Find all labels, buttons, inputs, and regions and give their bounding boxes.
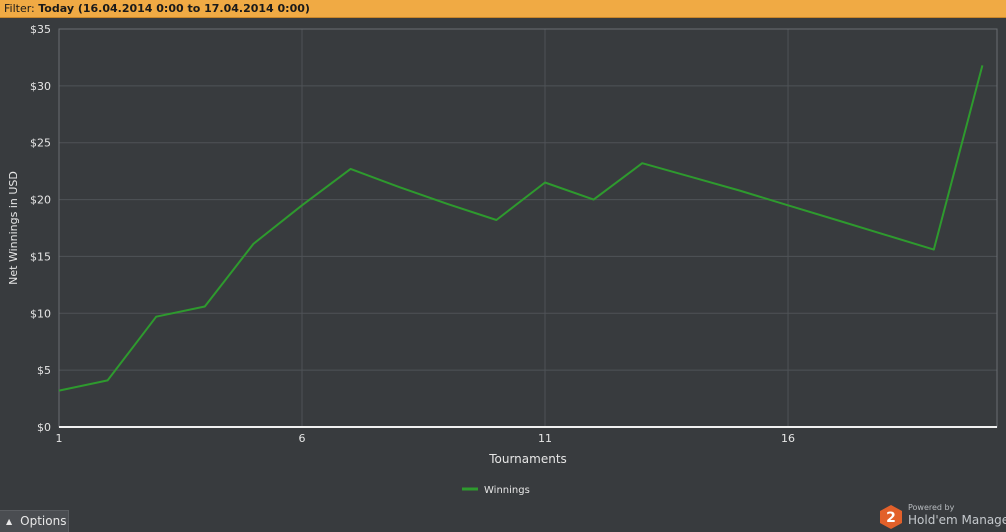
y-axis-ticks: $0 $5 $10 $15 $20 $25 $30 $35 — [30, 23, 51, 434]
legend-label: Winnings — [484, 485, 530, 496]
series-winnings-line — [58, 65, 984, 392]
y-tick-label: $10 — [30, 307, 51, 320]
filter-bar: Filter: Today (16.04.2014 0:00 to 17.04.… — [0, 0, 1006, 18]
legend[interactable]: Winnings — [462, 485, 530, 496]
plot-area — [58, 28, 998, 428]
x-axis-ticks: 1 6 11 16 — [56, 432, 796, 445]
x-tick-label: 11 — [538, 432, 552, 445]
y-tick-label: $25 — [30, 137, 51, 150]
y-tick-label: $20 — [30, 194, 51, 207]
x-tick-label: 6 — [299, 432, 306, 445]
brand-badge: 2 — [886, 510, 896, 526]
y-tick-label: $15 — [30, 250, 51, 263]
series-layer — [58, 65, 984, 392]
grid-lines — [58, 28, 997, 427]
options-button[interactable]: ▲ Options — [0, 510, 69, 532]
y-tick-label: $0 — [37, 421, 51, 434]
x-tick-label: 1 — [56, 432, 63, 445]
holdem-manager-logo-icon: 2 — [880, 505, 902, 529]
filter-label: Filter: — [4, 2, 35, 15]
brand-name: Hold'em Manager — [908, 513, 1006, 527]
y-tick-label: $30 — [30, 80, 51, 93]
holdem-manager-brand: 2 Powered by Hold'em Manager — [879, 503, 1006, 532]
y-axis-label: Net Winnings in USD — [7, 171, 20, 285]
filter-value: Today (16.04.2014 0:00 to 17.04.2014 0:0… — [38, 2, 310, 15]
winnings-chart: $0$5$10$15$20$25$30$35 1 6 11 16 Tournament… — [7, 23, 998, 496]
x-tick-label: 16 — [781, 432, 795, 445]
options-label: Options — [20, 514, 67, 528]
y-tick-label: $35 — [30, 23, 51, 36]
powered-by-text: Powered by — [908, 503, 955, 512]
caret-up-icon: ▲ — [6, 517, 13, 526]
y-tick-label: $5 — [37, 364, 51, 377]
x-axis-label: Tournaments — [488, 452, 567, 466]
